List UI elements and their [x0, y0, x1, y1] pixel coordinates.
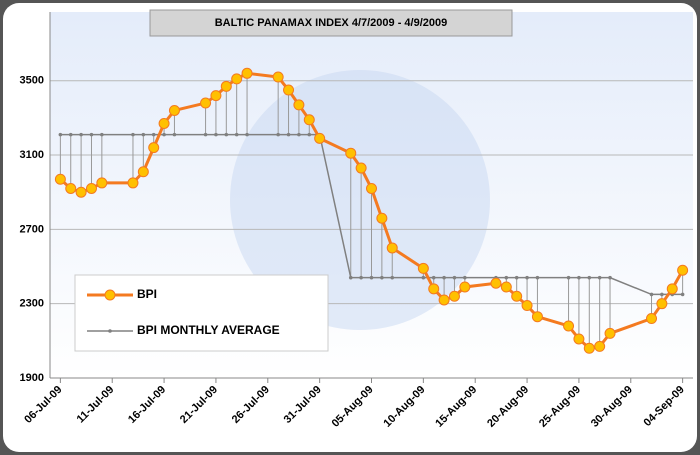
- bpi-marker: [511, 290, 523, 302]
- average-marker: [390, 275, 395, 280]
- bpi-marker: [314, 132, 326, 144]
- bpi-marker: [366, 182, 377, 194]
- chart-title: BALTIC PANAMAX INDEX 4/7/2009 - 4/9/2009: [215, 17, 448, 29]
- bpi-marker: [594, 340, 606, 352]
- average-marker: [442, 275, 446, 280]
- average-marker: [141, 132, 146, 137]
- bpi-marker: [241, 67, 253, 79]
- bpi-marker: [355, 162, 367, 174]
- bpi-marker: [231, 73, 243, 85]
- average-marker: [597, 275, 602, 280]
- bpi-marker: [386, 242, 398, 254]
- legend-marker: [104, 289, 116, 301]
- bpi-marker: [604, 327, 616, 339]
- bpi-marker: [666, 283, 678, 295]
- average-marker: [608, 275, 612, 280]
- average-marker: [649, 292, 654, 297]
- average-marker: [58, 132, 63, 137]
- bpi-marker: [200, 97, 212, 109]
- bpi-marker: [54, 173, 66, 185]
- legend-box: [74, 274, 329, 352]
- average-marker: [234, 132, 239, 137]
- average-marker: [214, 132, 218, 137]
- bpi-marker: [531, 311, 543, 323]
- average-marker: [431, 275, 436, 280]
- legend-marker: [108, 329, 112, 333]
- bpi-marker: [127, 177, 139, 189]
- bpi-marker: [75, 186, 87, 198]
- average-marker: [577, 275, 581, 280]
- bpi-marker: [438, 294, 450, 306]
- bpi-marker: [65, 182, 77, 194]
- average-marker: [203, 132, 208, 137]
- bpi-marker: [283, 84, 295, 96]
- bpi-marker: [677, 264, 689, 276]
- average-marker: [525, 275, 529, 280]
- average-marker: [535, 275, 540, 280]
- bpi-marker: [85, 182, 97, 194]
- bpi-marker: [272, 71, 284, 83]
- average-marker: [504, 275, 509, 280]
- bpi-marker: [448, 290, 460, 302]
- legend-label: BPI: [137, 287, 157, 301]
- y-tick-label: 3100: [20, 149, 44, 161]
- average-marker: [276, 132, 280, 137]
- bpi-marker: [376, 212, 388, 224]
- bpi-marker: [148, 142, 160, 154]
- bpi-marker: [490, 277, 502, 289]
- average-marker: [89, 132, 94, 137]
- average-marker: [587, 275, 592, 280]
- title-box: [149, 9, 513, 37]
- bpi-marker: [168, 104, 180, 116]
- bpi-marker: [345, 147, 357, 159]
- y-tick-label: 3500: [20, 75, 44, 87]
- bpi-marker: [459, 281, 471, 293]
- bpi-marker: [573, 333, 585, 345]
- average-marker: [369, 275, 374, 280]
- average-marker: [452, 275, 457, 280]
- average-marker: [514, 275, 519, 280]
- bpi-marker: [500, 281, 512, 293]
- bpi-marker: [428, 283, 440, 295]
- average-marker: [100, 132, 104, 137]
- average-marker: [566, 275, 571, 280]
- y-tick-label: 2700: [20, 223, 44, 235]
- bpi-marker: [137, 166, 149, 178]
- average-marker: [421, 275, 426, 280]
- y-tick-label: 1900: [20, 372, 44, 384]
- bpi-marker: [96, 177, 108, 189]
- bpi-marker: [210, 90, 222, 102]
- average-marker: [79, 132, 83, 137]
- bpi-marker: [521, 300, 533, 312]
- average-marker: [297, 132, 301, 137]
- average-marker: [68, 132, 73, 137]
- bpi-marker: [583, 342, 595, 354]
- bpi-marker: [303, 114, 315, 126]
- bpi-marker: [656, 298, 668, 310]
- average-marker: [286, 132, 291, 137]
- bpi-marker: [220, 80, 232, 92]
- average-marker: [151, 132, 156, 137]
- average-marker: [245, 132, 249, 137]
- legend-label: BPI MONTHLY AVERAGE: [137, 323, 280, 337]
- bpi-marker: [417, 262, 429, 274]
- average-marker: [660, 292, 664, 297]
- bpi-marker: [293, 99, 305, 111]
- y-tick-label: 2300: [20, 298, 44, 310]
- average-marker: [380, 275, 384, 280]
- average-marker: [162, 132, 166, 137]
- bpi-marker: [563, 320, 575, 332]
- average-marker: [348, 275, 353, 280]
- bpi-marker: [646, 313, 658, 325]
- average-marker: [307, 132, 312, 137]
- average-marker: [463, 275, 467, 280]
- average-marker: [172, 132, 177, 137]
- average-marker: [224, 132, 229, 137]
- bpi-marker: [158, 117, 170, 129]
- average-marker: [359, 275, 363, 280]
- average-marker: [131, 132, 135, 137]
- average-marker: [680, 292, 685, 297]
